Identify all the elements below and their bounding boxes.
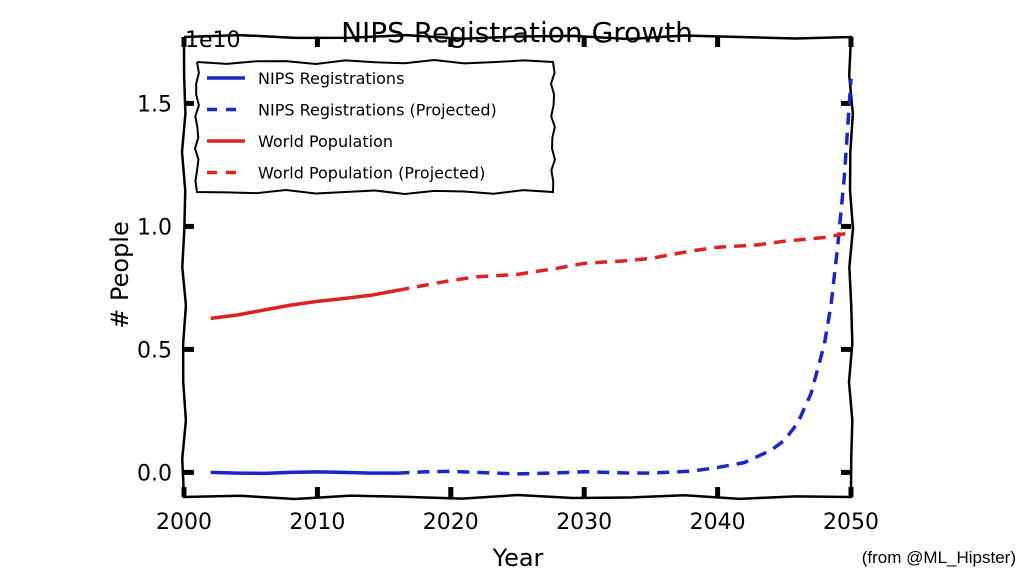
- y-axis-label: # People: [106, 221, 134, 328]
- series-line-0: [210, 470, 398, 476]
- y-tick-label: 1.0: [137, 215, 172, 240]
- legend-label: NIPS Registrations (Projected): [258, 101, 497, 120]
- x-tick-label: 2030: [556, 510, 612, 535]
- x-tick-label: 2050: [823, 510, 879, 535]
- y-tick-label: 1.5: [137, 92, 172, 117]
- legend-label: World Population (Projected): [258, 164, 485, 183]
- legend-box: [193, 58, 556, 195]
- series-line-3: [397, 230, 852, 293]
- x-tick-label: 2020: [423, 510, 479, 535]
- legend-label: World Population: [258, 132, 393, 151]
- x-tick-label: 2040: [690, 510, 746, 535]
- legend: NIPS Registrations NIPS Registrations (Pr…: [193, 58, 556, 195]
- x-axis-label: Year: [492, 544, 544, 572]
- legend-label: NIPS Registrations: [258, 69, 404, 88]
- y-tick-label: 0.0: [137, 461, 172, 486]
- x-tick-label: 2010: [289, 510, 345, 535]
- series-line-1: [397, 78, 853, 476]
- x-tick-label: 2000: [156, 510, 212, 535]
- series-line-2: [210, 288, 398, 321]
- credit-text: (from @ML_Hipster): [861, 548, 1016, 567]
- y-tick-label: 0.5: [137, 338, 172, 363]
- y-scale-label: 1e10: [185, 28, 241, 53]
- chart-title: NIPS Registration Growth: [341, 16, 693, 49]
